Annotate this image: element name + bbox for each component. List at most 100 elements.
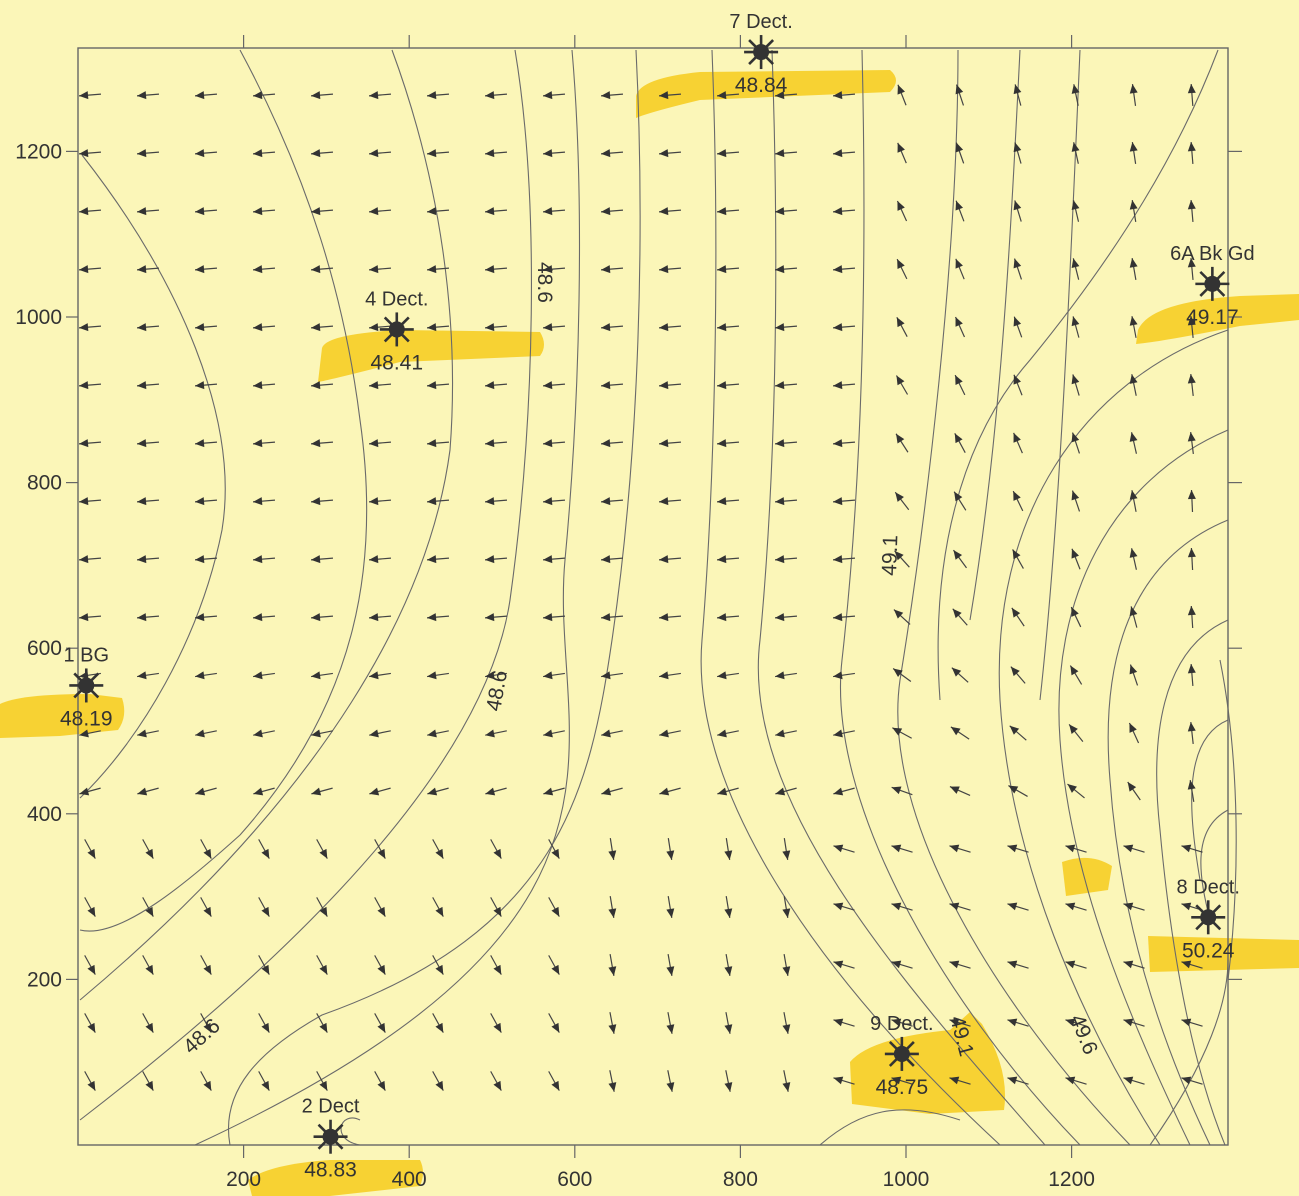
flow-arrow [1129, 316, 1138, 338]
flow-arrow [775, 787, 797, 796]
flow-arrow [374, 839, 386, 859]
flow-arrow [717, 729, 739, 738]
flow-arrow [1065, 960, 1087, 969]
highlighter-mark [318, 330, 544, 382]
flow-arrow [484, 613, 508, 622]
flow-arrow [548, 1071, 560, 1091]
flow-arrow [258, 1071, 270, 1091]
well-marker[interactable]: 2 Dect 48.83 [302, 1096, 360, 1182]
contour-line [1219, 659, 1237, 981]
flow-arrow [1071, 142, 1080, 164]
flow-arrow [252, 613, 276, 622]
flow-arrow [1187, 663, 1196, 687]
flow-arrow [608, 838, 617, 860]
flow-arrow [833, 902, 855, 911]
flow-arrow [716, 323, 740, 332]
flow-arrow [485, 787, 507, 796]
flow-arrow [542, 91, 566, 100]
flow-arrow [658, 207, 682, 216]
well-marker[interactable]: 1 BG 48.19 [60, 644, 113, 730]
flow-arrow [200, 955, 212, 975]
flow-arrow [659, 729, 681, 738]
contour-line [969, 49, 1021, 621]
flow-arrow [542, 149, 566, 158]
flow-arrow [484, 91, 508, 100]
flow-arrow [258, 955, 270, 975]
flow-arrow [1187, 83, 1196, 107]
flow-arrow [600, 381, 624, 390]
flow-arrow [1012, 490, 1024, 512]
flow-arrow [1181, 1076, 1203, 1085]
flow-arrow [195, 729, 217, 738]
well-marker[interactable]: 6A Bk Gd 49.17 [1170, 243, 1255, 329]
flow-arrow [1013, 432, 1023, 454]
flow-arrow [716, 613, 740, 622]
flow-arrow [194, 555, 218, 564]
contour-label: 49.6 [1065, 1011, 1102, 1058]
flow-arrow [833, 787, 855, 796]
flow-arrow [426, 497, 450, 506]
well-marker[interactable]: 9 Dect. 48.75 [870, 1013, 933, 1099]
flow-arrow [252, 149, 276, 158]
flow-arrow [490, 1071, 502, 1091]
flow-arrow [490, 839, 502, 859]
flow-arrow [136, 497, 160, 506]
flow-arrow [891, 902, 913, 911]
flow-arrow [369, 729, 391, 738]
contour-line [1156, 619, 1229, 1146]
flow-arrow [1070, 606, 1082, 628]
x-tick-label: 600 [557, 1168, 592, 1191]
flow-arrow [952, 608, 968, 626]
flow-arrow [892, 727, 912, 739]
flow-arrow [897, 84, 907, 106]
flow-arrow [892, 668, 912, 682]
flow-arrow [426, 439, 450, 448]
highlighter-mark [636, 70, 896, 118]
flow-arrow [194, 497, 218, 506]
well-marker[interactable]: 4 Dect. 48.41 [365, 288, 428, 374]
flow-arrow [1007, 960, 1029, 969]
flow-arrow [658, 555, 682, 564]
flow-arrow [548, 839, 560, 859]
flow-arrow [774, 265, 798, 274]
flow-arrow [1129, 664, 1139, 686]
flow-arrow [194, 381, 218, 390]
flow-arrow [782, 1070, 791, 1092]
flow-arrow [1065, 1018, 1087, 1027]
flow-arrow [78, 613, 102, 622]
well-name-label: 9 Dect. [870, 1013, 933, 1035]
flow-arrow [658, 323, 682, 332]
y-tick-label: 1000 [15, 306, 62, 329]
flow-arrow [774, 555, 798, 564]
flow-arrow [426, 381, 450, 390]
flow-arrow [484, 381, 508, 390]
flow-arrow [1187, 141, 1196, 165]
contour-line [757, 49, 1046, 1146]
flow-arrow [666, 1070, 675, 1092]
flow-arrow [200, 839, 212, 859]
well-marker[interactable]: 7 Dect. 48.84 [729, 11, 792, 97]
flow-arrow [774, 149, 798, 158]
flow-arrow [774, 91, 798, 100]
flow-arrow [78, 439, 102, 448]
contour-label: 48.6 [179, 1014, 225, 1058]
flow-arrow [1123, 1076, 1145, 1085]
well-marker-icon [379, 312, 414, 347]
flow-arrow [427, 787, 449, 796]
flow-arrow [1129, 84, 1138, 106]
flow-arrow [1067, 783, 1085, 799]
flow-arrow [774, 613, 798, 622]
well-marker[interactable]: 8 Dect. 50.24 [1177, 876, 1240, 962]
flow-arrow [310, 323, 334, 332]
flow-arrow [954, 374, 966, 396]
flow-arrow [1013, 142, 1022, 164]
flow-arrow [310, 439, 334, 448]
flow-arrow [1071, 432, 1081, 454]
well-name-label: 6A Bk Gd [1170, 243, 1255, 265]
flow-arrow [774, 381, 798, 390]
flow-arrow [955, 84, 965, 106]
well-value-label: 48.19 [60, 707, 113, 730]
flow-arrow [368, 497, 392, 506]
flow-arrow [600, 439, 624, 448]
flow-arrow [543, 671, 565, 680]
